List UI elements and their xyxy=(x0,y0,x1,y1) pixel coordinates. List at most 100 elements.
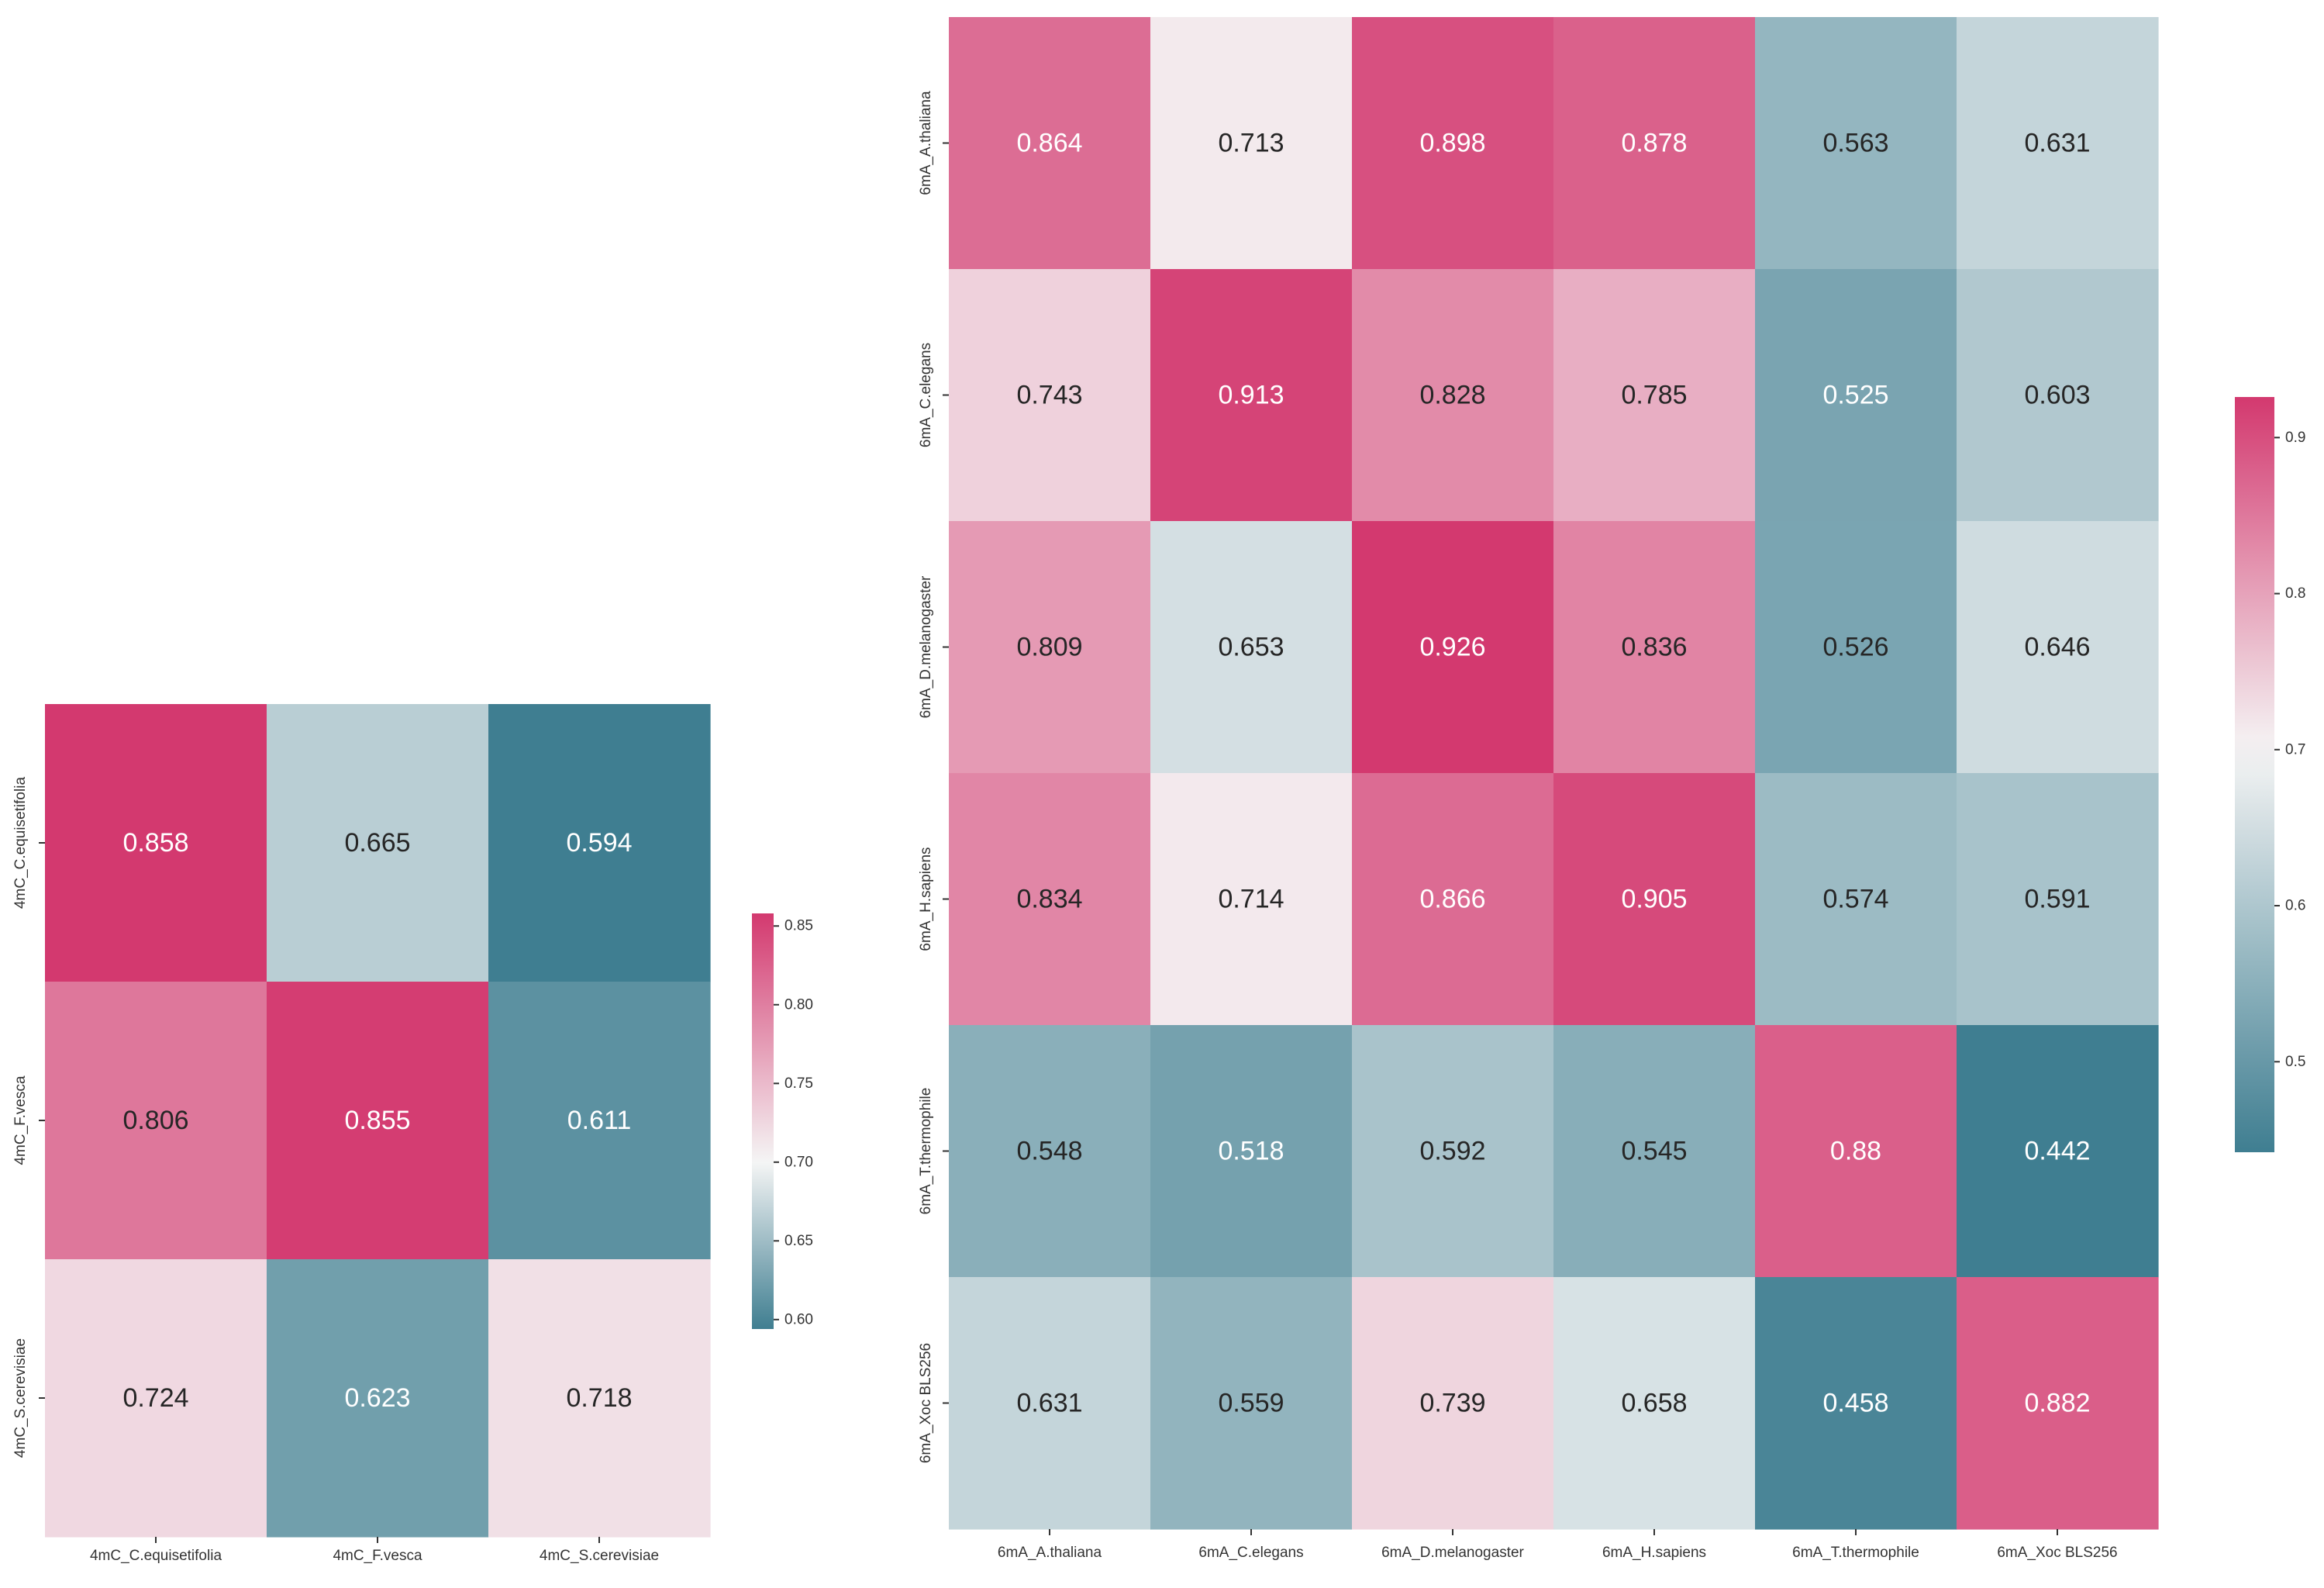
cell-value-label: 0.592 xyxy=(1419,1137,1485,1166)
heatmap-cell xyxy=(1755,269,1957,522)
heatmap-cell xyxy=(949,17,1151,270)
heatmap-cell xyxy=(1150,1025,1353,1278)
cell-value-label: 0.653 xyxy=(1218,633,1284,662)
cell-value-label: 0.855 xyxy=(344,1106,410,1135)
cell-value-label: 0.442 xyxy=(2024,1137,2090,1166)
heatmap-cell xyxy=(1755,773,1957,1026)
heatmap-cell xyxy=(1352,1277,1554,1530)
heatmap-cell xyxy=(267,704,489,982)
heatmap-cell xyxy=(1755,1277,1957,1530)
colorbar-tick-label: 0.75 xyxy=(784,1075,813,1092)
colorbar xyxy=(752,913,774,1329)
col-label-4mc-c-equisetifolia: 4mC_C.equisetifolia xyxy=(90,1548,222,1564)
heatmap-cell xyxy=(1150,269,1353,522)
heatmap-cell xyxy=(488,1259,711,1538)
colorbar-tick-label: 0.65 xyxy=(784,1233,813,1249)
col-label-6ma-a-thaliana: 6mA_A.thaliana xyxy=(998,1545,1102,1561)
heatmap-cell xyxy=(1553,17,1756,270)
cell-value-label: 0.525 xyxy=(1822,381,1888,410)
cell-value-label: 0.518 xyxy=(1218,1137,1284,1166)
cell-value-label: 0.905 xyxy=(1621,885,1687,914)
row-label-6ma-h-sapiens: 6mA_H.sapiens xyxy=(918,847,934,951)
col-label-4mc-f-vesca: 4mC_F.vesca xyxy=(333,1548,422,1564)
heatmap-cell xyxy=(1957,1025,2159,1278)
heatmap-cell xyxy=(1957,773,2159,1026)
cell-value-label: 0.806 xyxy=(122,1106,188,1135)
colorbar-tick-label: 0.60 xyxy=(784,1311,813,1327)
colorbar-tick-label: 0.85 xyxy=(784,918,813,934)
cell-value-label: 0.603 xyxy=(2024,381,2090,410)
heatmap-cell xyxy=(949,773,1151,1026)
heatmap-cell xyxy=(1352,1025,1554,1278)
col-label-6ma-d-melanogaster: 6mA_D.melanogaster xyxy=(1381,1545,1524,1561)
heatmap-cell xyxy=(1352,17,1554,270)
row-label-6ma-d-melanogaster: 6mA_D.melanogaster xyxy=(918,575,934,718)
cell-value-label: 0.88 xyxy=(1830,1137,1881,1166)
heatmap-cell xyxy=(45,704,267,982)
row-label-6ma-xoc-bls256: 6mA_Xoc BLS256 xyxy=(918,1343,934,1463)
cell-value-label: 0.913 xyxy=(1218,381,1284,410)
heatmap-cell xyxy=(949,521,1151,774)
cell-value-label: 0.623 xyxy=(344,1383,410,1413)
colorbar-tick-label: 0.7 xyxy=(2285,741,2305,758)
cell-value-label: 0.548 xyxy=(1016,1137,1082,1166)
heatmap-cell xyxy=(1352,773,1554,1026)
cell-value-label: 0.526 xyxy=(1822,633,1888,662)
cell-value-label: 0.926 xyxy=(1419,633,1485,662)
colorbar-tick-label: 0.5 xyxy=(2285,1054,2305,1070)
heatmap-cell xyxy=(45,982,267,1260)
heatmap-cell xyxy=(1553,521,1756,774)
heatmap-cell xyxy=(1957,1277,2159,1530)
cell-value-label: 0.864 xyxy=(1016,129,1082,158)
cell-value-label: 0.594 xyxy=(566,828,632,858)
colorbar-tick-label: 0.9 xyxy=(2285,430,2305,446)
col-label-6ma-c-elegans: 6mA_C.elegans xyxy=(1198,1545,1303,1561)
row-label-4mc-f-vesca: 4mC_F.vesca xyxy=(12,1075,29,1165)
heatmap-cell xyxy=(1755,521,1957,774)
heatmap-cell xyxy=(1150,773,1353,1026)
cell-value-label: 0.631 xyxy=(1016,1389,1082,1418)
row-label-6ma-t-thermophile: 6mA_T.thermophile xyxy=(918,1088,934,1215)
heatmap-cell xyxy=(1352,269,1554,522)
heatmap-cell xyxy=(1150,1277,1353,1530)
cell-value-label: 0.724 xyxy=(122,1383,188,1413)
cell-value-label: 0.545 xyxy=(1621,1137,1687,1166)
col-label-6ma-xoc-bls256: 6mA_Xoc BLS256 xyxy=(1997,1545,2117,1561)
heatmap-cell xyxy=(267,982,489,1260)
cell-value-label: 0.878 xyxy=(1621,129,1687,158)
heatmap-6ma: 0.864 0.713 0.898 0.878 0.563 0.631 0.743 0.913… xyxy=(918,17,2305,1561)
heatmap-cell xyxy=(1553,269,1756,522)
cell-value-label: 0.631 xyxy=(2024,129,2090,158)
cell-value-label: 0.559 xyxy=(1218,1389,1284,1418)
heatmap-cell xyxy=(267,1259,489,1538)
cell-value-label: 0.665 xyxy=(344,828,410,858)
heatmap-cell xyxy=(488,704,711,982)
heatmap-cell xyxy=(1553,1025,1756,1278)
cell-value-label: 0.714 xyxy=(1218,885,1284,914)
colorbar-tick-label: 0.6 xyxy=(2285,898,2305,914)
cell-value-label: 0.611 xyxy=(567,1106,632,1135)
heatmap-cell xyxy=(1957,17,2159,270)
row-label-4mc-s-cerevisiae: 4mC_S.cerevisiae xyxy=(12,1338,29,1458)
heatmap-cell xyxy=(488,982,711,1260)
cell-value-label: 0.834 xyxy=(1016,885,1082,914)
heatmap-cell xyxy=(1150,17,1353,270)
heatmap-cell xyxy=(1755,17,1957,270)
cell-value-label: 0.591 xyxy=(2024,885,2090,914)
heatmap-cell xyxy=(1957,521,2159,774)
heatmap-cell xyxy=(45,1259,267,1538)
col-label-6ma-t-thermophile: 6mA_T.thermophile xyxy=(1792,1545,1919,1561)
cell-value-label: 0.574 xyxy=(1822,885,1888,914)
cell-value-label: 0.809 xyxy=(1016,633,1082,662)
cell-value-label: 0.785 xyxy=(1621,381,1687,410)
heatmap-cell xyxy=(1352,521,1554,774)
cell-value-label: 0.646 xyxy=(2024,633,2090,662)
cell-value-label: 0.858 xyxy=(122,828,188,858)
heatmap-cell xyxy=(1957,269,2159,522)
colorbar-tick-label: 0.80 xyxy=(784,996,813,1013)
cell-value-label: 0.713 xyxy=(1218,129,1284,158)
cell-value-label: 0.718 xyxy=(566,1383,632,1413)
cell-value-label: 0.866 xyxy=(1419,885,1485,914)
cell-value-label: 0.828 xyxy=(1419,381,1485,410)
